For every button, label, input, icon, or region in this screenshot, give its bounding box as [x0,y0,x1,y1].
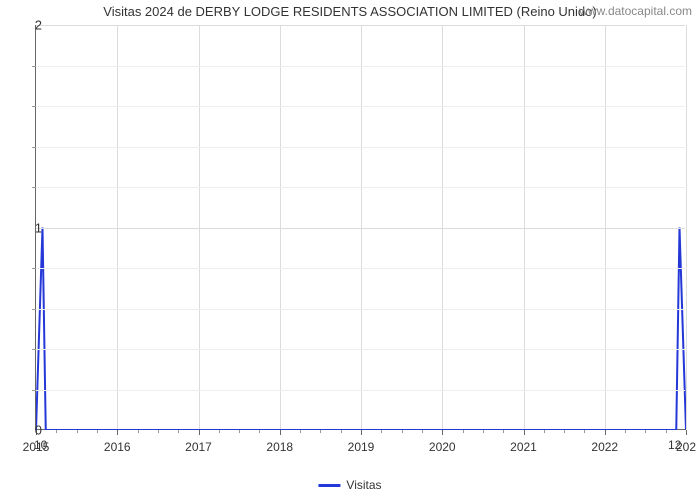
y-tick-label: 0 [35,423,42,438]
x-minor-tick [77,430,78,433]
x-tick [199,430,200,435]
x-minor-tick [666,430,667,433]
x-minor-tick [422,430,423,433]
data-point-label: 10 [34,438,47,452]
legend: Visitas [318,478,381,492]
x-tick [686,430,687,435]
grid-horizontal-minor [36,147,685,148]
x-tick-label: 2018 [266,440,293,454]
x-minor-tick [320,430,321,433]
y-tick-label: 1 [35,220,42,235]
x-tick-label: 2016 [104,440,131,454]
x-minor-tick [483,430,484,433]
grid-horizontal [36,25,685,26]
grid-vertical [686,25,687,429]
grid-horizontal-minor [36,66,685,67]
plot-region: 201520162017201820192020202120222021012 [35,25,685,430]
x-minor-tick [97,430,98,433]
x-minor-tick [584,430,585,433]
x-minor-tick [381,430,382,433]
grid-horizontal-minor [36,349,685,350]
watermark: www.datocapital.com [579,4,692,18]
grid-horizontal-minor [36,390,685,391]
x-tick [605,430,606,435]
data-point-label: 12 [668,438,681,452]
x-minor-tick [300,430,301,433]
grid-horizontal-minor [36,187,685,188]
x-tick-label: 2021 [510,440,537,454]
x-minor-tick [341,430,342,433]
x-minor-tick [564,430,565,433]
x-minor-tick [503,430,504,433]
legend-swatch [318,484,340,487]
x-tick-label: 2020 [429,440,456,454]
chart-area: 201520162017201820192020202120222021012 [35,25,685,445]
grid-horizontal [36,228,685,229]
x-minor-tick [625,430,626,433]
x-tick [280,430,281,435]
grid-horizontal-minor [36,268,685,269]
x-minor-tick [645,430,646,433]
x-minor-tick [219,430,220,433]
x-minor-tick [544,430,545,433]
y-tick-label: 2 [35,18,42,33]
legend-label: Visitas [346,478,381,492]
x-tick-label: 2022 [591,440,618,454]
x-minor-tick [259,430,260,433]
x-minor-tick [56,430,57,433]
grid-horizontal-minor [36,106,685,107]
x-minor-tick [178,430,179,433]
x-tick-label: 2017 [185,440,212,454]
x-tick [442,430,443,435]
x-tick-label: 2019 [348,440,375,454]
x-minor-tick [239,430,240,433]
x-tick [524,430,525,435]
grid-horizontal-minor [36,309,685,310]
x-minor-tick [402,430,403,433]
x-tick [117,430,118,435]
x-minor-tick [463,430,464,433]
x-tick [361,430,362,435]
x-minor-tick [158,430,159,433]
x-minor-tick [138,430,139,433]
